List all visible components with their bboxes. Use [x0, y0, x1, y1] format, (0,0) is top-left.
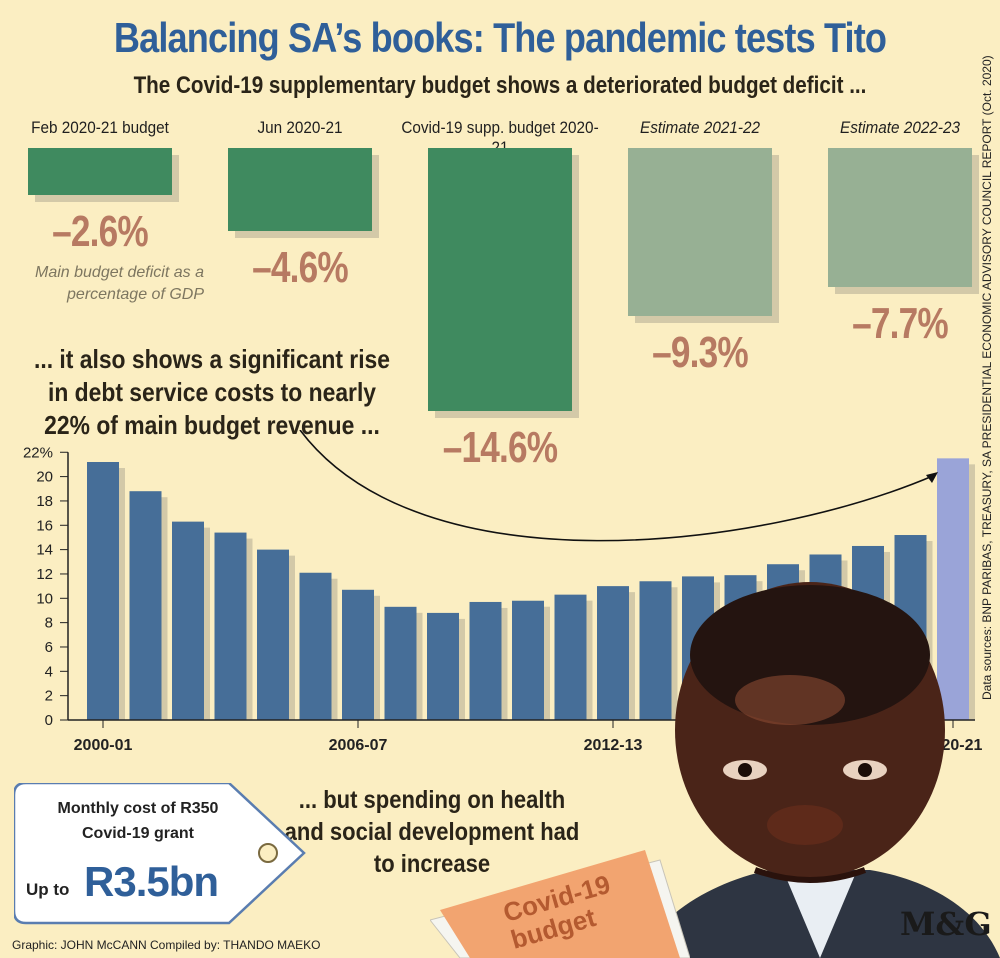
debt-bar — [384, 606, 417, 720]
y-tick-label: 2 — [45, 688, 53, 705]
mg-logo: M&G — [900, 905, 992, 943]
spending-heading: ... but spending on health and social de… — [284, 786, 580, 878]
budget-folder — [430, 850, 690, 958]
deficit-bar — [628, 148, 772, 316]
shirt-shape — [785, 875, 855, 958]
data-sources: Data sources: BNP PARIBAS, TREASURY, SA … — [980, 55, 994, 700]
deficit-value-label: –7.7% — [852, 298, 949, 348]
x-tick-label: 2012-13 — [584, 737, 643, 754]
debt-bar — [512, 600, 544, 720]
debt-bar — [469, 601, 502, 720]
deficit-bar — [828, 148, 972, 287]
arrow-curve — [299, 430, 936, 542]
arrow-head — [926, 472, 938, 483]
debt-heading: ... it also shows a significant rise in … — [33, 344, 391, 440]
y-tick-label: 4 — [45, 663, 53, 680]
deficit-note: Main budget deficit as a percentage of G… — [35, 264, 204, 303]
deficit-value-label: –4.6% — [252, 242, 349, 292]
grant-line-2: Covid-19 grant — [81, 825, 194, 842]
deficit-value-label: –9.3% — [652, 327, 749, 377]
deficit-category-label: Estimate 2021-22 — [640, 118, 760, 137]
y-tick-label: 14 — [36, 542, 53, 559]
x-tick-label: 2006-07 — [329, 737, 388, 754]
minister-portrait — [640, 582, 1000, 958]
debt-bar — [214, 532, 247, 720]
y-tick-label: 20 — [36, 469, 53, 486]
y-tick-label: 6 — [45, 639, 53, 656]
grant-line-1: Monthly cost of R350 — [57, 800, 219, 817]
deficit-category-label: Estimate 2022-23 — [840, 118, 960, 137]
deficit-value-label: –2.6% — [52, 206, 149, 256]
debt-bar — [639, 581, 672, 720]
debt-bar — [937, 458, 969, 720]
deficit-category-label: Jun 2020-21 — [257, 118, 343, 137]
debt-bar — [554, 594, 587, 720]
deficit-value-label: –14.6% — [442, 423, 558, 472]
debt-bar — [129, 491, 162, 720]
debt-bar — [172, 521, 204, 720]
y-tick-label: 0 — [45, 712, 53, 729]
page-title: Balancing SA’s books: The pandemic tests… — [113, 14, 887, 61]
mouth-shape — [753, 867, 867, 883]
deficit-bar — [28, 148, 172, 195]
y-tick-label: 18 — [36, 493, 53, 510]
debt-bar — [342, 589, 374, 720]
deficit-subtitle: The Covid-19 supplementary budget shows … — [133, 72, 867, 99]
folder-cover — [440, 850, 680, 958]
y-tick-label: 10 — [36, 590, 53, 607]
deficit-bar — [428, 148, 572, 411]
tag-hole — [258, 843, 278, 863]
y-tick-label: 22% — [23, 444, 53, 461]
y-tick-label: 8 — [45, 615, 53, 632]
debt-bar — [299, 572, 332, 720]
grant-tag-shape — [14, 783, 306, 925]
debt-bar — [87, 461, 119, 720]
grant-amount: R3.5bn — [84, 858, 219, 905]
debt-bar — [597, 586, 629, 720]
nose-shape — [767, 805, 843, 845]
deficit-bar — [228, 148, 372, 231]
y-tick-label: 12 — [36, 566, 53, 583]
credit-line: Graphic: JOHN McCANN Compiled by: THANDO… — [12, 938, 321, 952]
x-tick-label: 2000-01 — [74, 737, 133, 754]
y-tick-label: 16 — [36, 517, 53, 534]
deficit-category-label: Feb 2020-21 budget — [31, 118, 169, 137]
debt-bar — [427, 612, 459, 720]
debt-bar — [257, 549, 289, 720]
grant-upto: Up to — [26, 880, 70, 899]
